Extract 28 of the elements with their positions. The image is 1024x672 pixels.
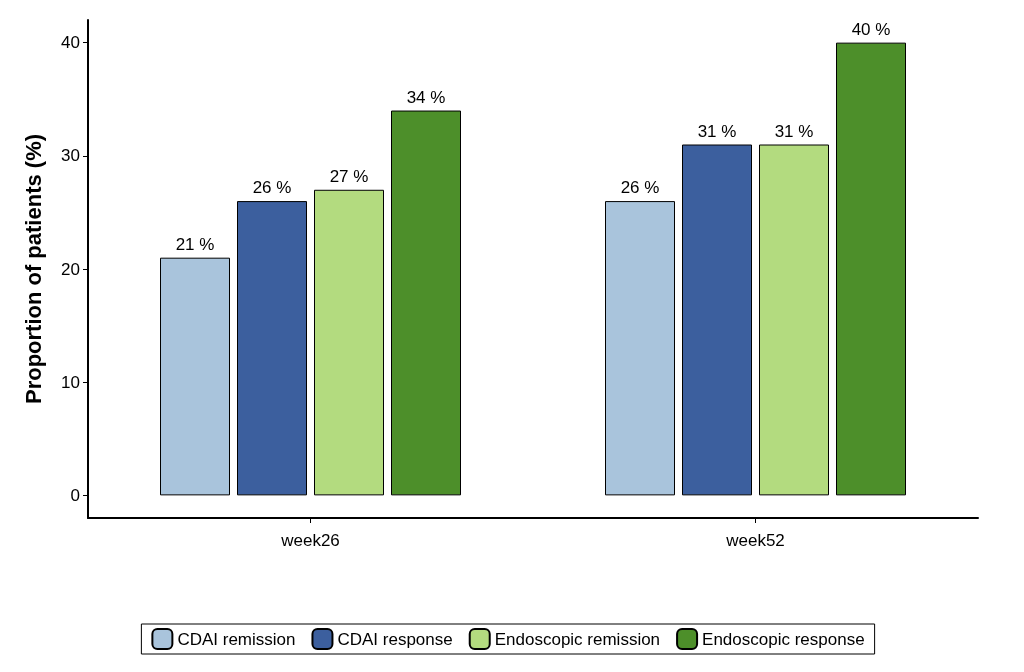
y-tick-label: 30 [61,146,80,166]
data-label: 31 % [774,121,814,141]
y-tick-label: 40 [61,33,80,53]
bar [237,201,307,496]
data-label: 40 % [851,19,891,39]
bar [682,144,752,496]
data-label: 26 % [252,178,292,198]
data-label: 31 % [697,121,737,141]
x-tick-label: week52 [725,531,785,550]
bar [314,189,384,496]
y-tick-label: 0 [70,485,80,505]
data-label: 34 % [406,87,446,107]
legend-label: Endoscopic remission [494,629,661,649]
bar [160,257,230,496]
data-label: 27 % [329,166,369,186]
legend-label: Endoscopic response [702,629,865,649]
bar [605,201,675,496]
bar [836,42,906,496]
legend-label: CDAI response [337,629,453,649]
data-label: 21 % [175,234,215,254]
bar [759,144,829,496]
data-label: 26 % [620,178,660,198]
y-tick-label: 20 [61,259,80,279]
y-axis-title: Proportion of patients (%) [20,133,46,405]
bar [391,110,461,496]
y-tick-label: 10 [61,372,80,392]
x-tick-label: week26 [280,531,340,550]
legend-label: CDAI remission [177,629,296,649]
